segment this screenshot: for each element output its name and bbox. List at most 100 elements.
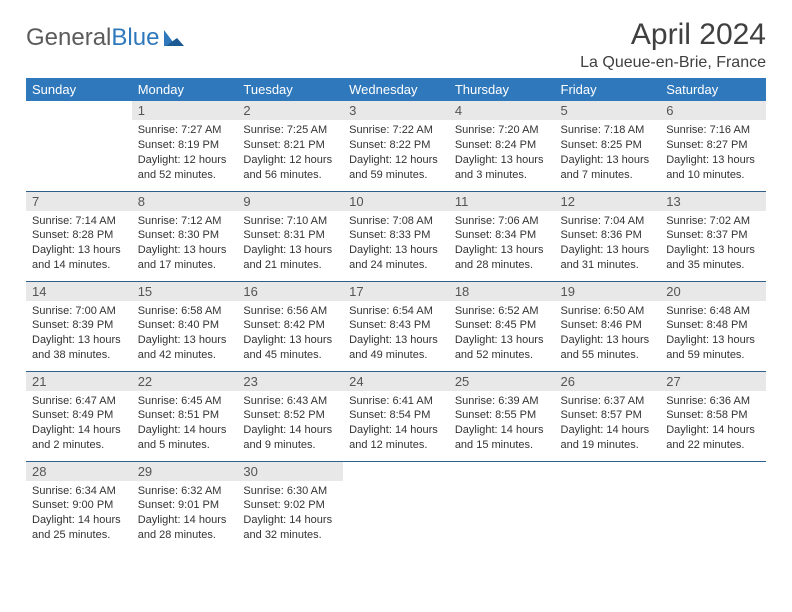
logo-text-2: Blue xyxy=(111,24,159,52)
sunrise-text: Sunrise: 6:56 AM xyxy=(243,304,337,319)
weekday-header: Wednesday xyxy=(343,78,449,101)
calendar-day-cell: 26Sunrise: 6:37 AMSunset: 8:57 PMDayligh… xyxy=(555,371,661,461)
day-number: 7 xyxy=(26,192,132,211)
calendar-day-cell: 24Sunrise: 6:41 AMSunset: 8:54 PMDayligh… xyxy=(343,371,449,461)
weekday-header: Friday xyxy=(555,78,661,101)
sunset-text: Sunset: 8:43 PM xyxy=(349,318,443,333)
daylight-line2: and 21 minutes. xyxy=(243,258,337,273)
daylight-line2: and 17 minutes. xyxy=(138,258,232,273)
page-header: GeneralBlue April 2024 La Queue-en-Brie,… xyxy=(26,18,766,72)
day-details: Sunrise: 7:20 AMSunset: 8:24 PMDaylight:… xyxy=(449,120,555,188)
calendar-day-cell: 21Sunrise: 6:47 AMSunset: 8:49 PMDayligh… xyxy=(26,371,132,461)
calendar-day-cell: 9Sunrise: 7:10 AMSunset: 8:31 PMDaylight… xyxy=(237,191,343,281)
daylight-line2: and 32 minutes. xyxy=(243,528,337,543)
calendar-day-cell: 8Sunrise: 7:12 AMSunset: 8:30 PMDaylight… xyxy=(132,191,238,281)
day-number: 12 xyxy=(555,192,661,211)
calendar-week-row: 1Sunrise: 7:27 AMSunset: 8:19 PMDaylight… xyxy=(26,101,766,191)
weekday-header: Sunday xyxy=(26,78,132,101)
daylight-line1: Daylight: 13 hours xyxy=(243,243,337,258)
sunset-text: Sunset: 9:00 PM xyxy=(32,498,126,513)
daylight-line1: Daylight: 13 hours xyxy=(455,333,549,348)
day-details: Sunrise: 7:18 AMSunset: 8:25 PMDaylight:… xyxy=(555,120,661,188)
calendar-day-cell: 12Sunrise: 7:04 AMSunset: 8:36 PMDayligh… xyxy=(555,191,661,281)
sunset-text: Sunset: 8:45 PM xyxy=(455,318,549,333)
daylight-line2: and 49 minutes. xyxy=(349,348,443,363)
sunrise-text: Sunrise: 7:00 AM xyxy=(32,304,126,319)
sunrise-text: Sunrise: 7:18 AM xyxy=(561,123,655,138)
day-details: Sunrise: 6:32 AMSunset: 9:01 PMDaylight:… xyxy=(132,481,238,549)
sunset-text: Sunset: 8:36 PM xyxy=(561,228,655,243)
weekday-header: Thursday xyxy=(449,78,555,101)
daylight-line2: and 28 minutes. xyxy=(138,528,232,543)
day-details: Sunrise: 7:12 AMSunset: 8:30 PMDaylight:… xyxy=(132,211,238,279)
daylight-line1: Daylight: 12 hours xyxy=(349,153,443,168)
calendar-day-cell: 17Sunrise: 6:54 AMSunset: 8:43 PMDayligh… xyxy=(343,281,449,371)
sunrise-text: Sunrise: 7:06 AM xyxy=(455,214,549,229)
sunrise-text: Sunrise: 6:30 AM xyxy=(243,484,337,499)
daylight-line2: and 35 minutes. xyxy=(666,258,760,273)
sunset-text: Sunset: 8:57 PM xyxy=(561,408,655,423)
day-details: Sunrise: 6:34 AMSunset: 9:00 PMDaylight:… xyxy=(26,481,132,549)
daylight-line1: Daylight: 13 hours xyxy=(138,243,232,258)
sunrise-text: Sunrise: 7:14 AM xyxy=(32,214,126,229)
sunrise-text: Sunrise: 7:16 AM xyxy=(666,123,760,138)
daylight-line2: and 19 minutes. xyxy=(561,438,655,453)
calendar-day-cell: 10Sunrise: 7:08 AMSunset: 8:33 PMDayligh… xyxy=(343,191,449,281)
day-details: Sunrise: 7:27 AMSunset: 8:19 PMDaylight:… xyxy=(132,120,238,188)
daylight-line2: and 31 minutes. xyxy=(561,258,655,273)
day-details: Sunrise: 7:00 AMSunset: 8:39 PMDaylight:… xyxy=(26,301,132,369)
weekday-header: Monday xyxy=(132,78,238,101)
sunset-text: Sunset: 8:33 PM xyxy=(349,228,443,243)
sunrise-text: Sunrise: 7:10 AM xyxy=(243,214,337,229)
daylight-line1: Daylight: 14 hours xyxy=(32,513,126,528)
sunset-text: Sunset: 8:42 PM xyxy=(243,318,337,333)
calendar-day-cell xyxy=(555,461,661,551)
daylight-line2: and 15 minutes. xyxy=(455,438,549,453)
sunrise-text: Sunrise: 6:45 AM xyxy=(138,394,232,409)
sunset-text: Sunset: 8:22 PM xyxy=(349,138,443,153)
sunrise-text: Sunrise: 6:36 AM xyxy=(666,394,760,409)
sunrise-text: Sunrise: 6:43 AM xyxy=(243,394,337,409)
title-block: April 2024 La Queue-en-Brie, France xyxy=(580,18,766,72)
sunset-text: Sunset: 8:39 PM xyxy=(32,318,126,333)
day-details: Sunrise: 7:06 AMSunset: 8:34 PMDaylight:… xyxy=(449,211,555,279)
day-number: 18 xyxy=(449,282,555,301)
daylight-line1: Daylight: 14 hours xyxy=(455,423,549,438)
sunrise-text: Sunrise: 6:32 AM xyxy=(138,484,232,499)
day-number: 28 xyxy=(26,462,132,481)
sunrise-text: Sunrise: 6:37 AM xyxy=(561,394,655,409)
daylight-line2: and 25 minutes. xyxy=(32,528,126,543)
day-details: Sunrise: 6:37 AMSunset: 8:57 PMDaylight:… xyxy=(555,391,661,459)
sunrise-text: Sunrise: 6:58 AM xyxy=(138,304,232,319)
calendar-day-cell xyxy=(449,461,555,551)
daylight-line1: Daylight: 13 hours xyxy=(455,243,549,258)
location-label: La Queue-en-Brie, France xyxy=(580,54,766,72)
daylight-line2: and 10 minutes. xyxy=(666,168,760,183)
daylight-line2: and 9 minutes. xyxy=(243,438,337,453)
day-details: Sunrise: 6:52 AMSunset: 8:45 PMDaylight:… xyxy=(449,301,555,369)
calendar-day-cell: 29Sunrise: 6:32 AMSunset: 9:01 PMDayligh… xyxy=(132,461,238,551)
logo-text-1: General xyxy=(26,24,111,52)
sunrise-text: Sunrise: 6:47 AM xyxy=(32,394,126,409)
calendar-header-row: SundayMondayTuesdayWednesdayThursdayFrid… xyxy=(26,78,766,101)
daylight-line2: and 12 minutes. xyxy=(349,438,443,453)
day-details: Sunrise: 7:02 AMSunset: 8:37 PMDaylight:… xyxy=(660,211,766,279)
daylight-line1: Daylight: 14 hours xyxy=(666,423,760,438)
sunrise-text: Sunrise: 7:02 AM xyxy=(666,214,760,229)
day-number: 14 xyxy=(26,282,132,301)
sunset-text: Sunset: 8:19 PM xyxy=(138,138,232,153)
day-number: 6 xyxy=(660,101,766,120)
day-number: 24 xyxy=(343,372,449,391)
daylight-line2: and 5 minutes. xyxy=(138,438,232,453)
sunset-text: Sunset: 8:28 PM xyxy=(32,228,126,243)
calendar-week-row: 14Sunrise: 7:00 AMSunset: 8:39 PMDayligh… xyxy=(26,281,766,371)
calendar-day-cell: 11Sunrise: 7:06 AMSunset: 8:34 PMDayligh… xyxy=(449,191,555,281)
daylight-line1: Daylight: 13 hours xyxy=(561,153,655,168)
daylight-line1: Daylight: 13 hours xyxy=(32,333,126,348)
daylight-line1: Daylight: 14 hours xyxy=(243,423,337,438)
daylight-line1: Daylight: 13 hours xyxy=(561,243,655,258)
daylight-line1: Daylight: 13 hours xyxy=(138,333,232,348)
sunset-text: Sunset: 9:02 PM xyxy=(243,498,337,513)
calendar-day-cell: 1Sunrise: 7:27 AMSunset: 8:19 PMDaylight… xyxy=(132,101,238,191)
daylight-line2: and 56 minutes. xyxy=(243,168,337,183)
